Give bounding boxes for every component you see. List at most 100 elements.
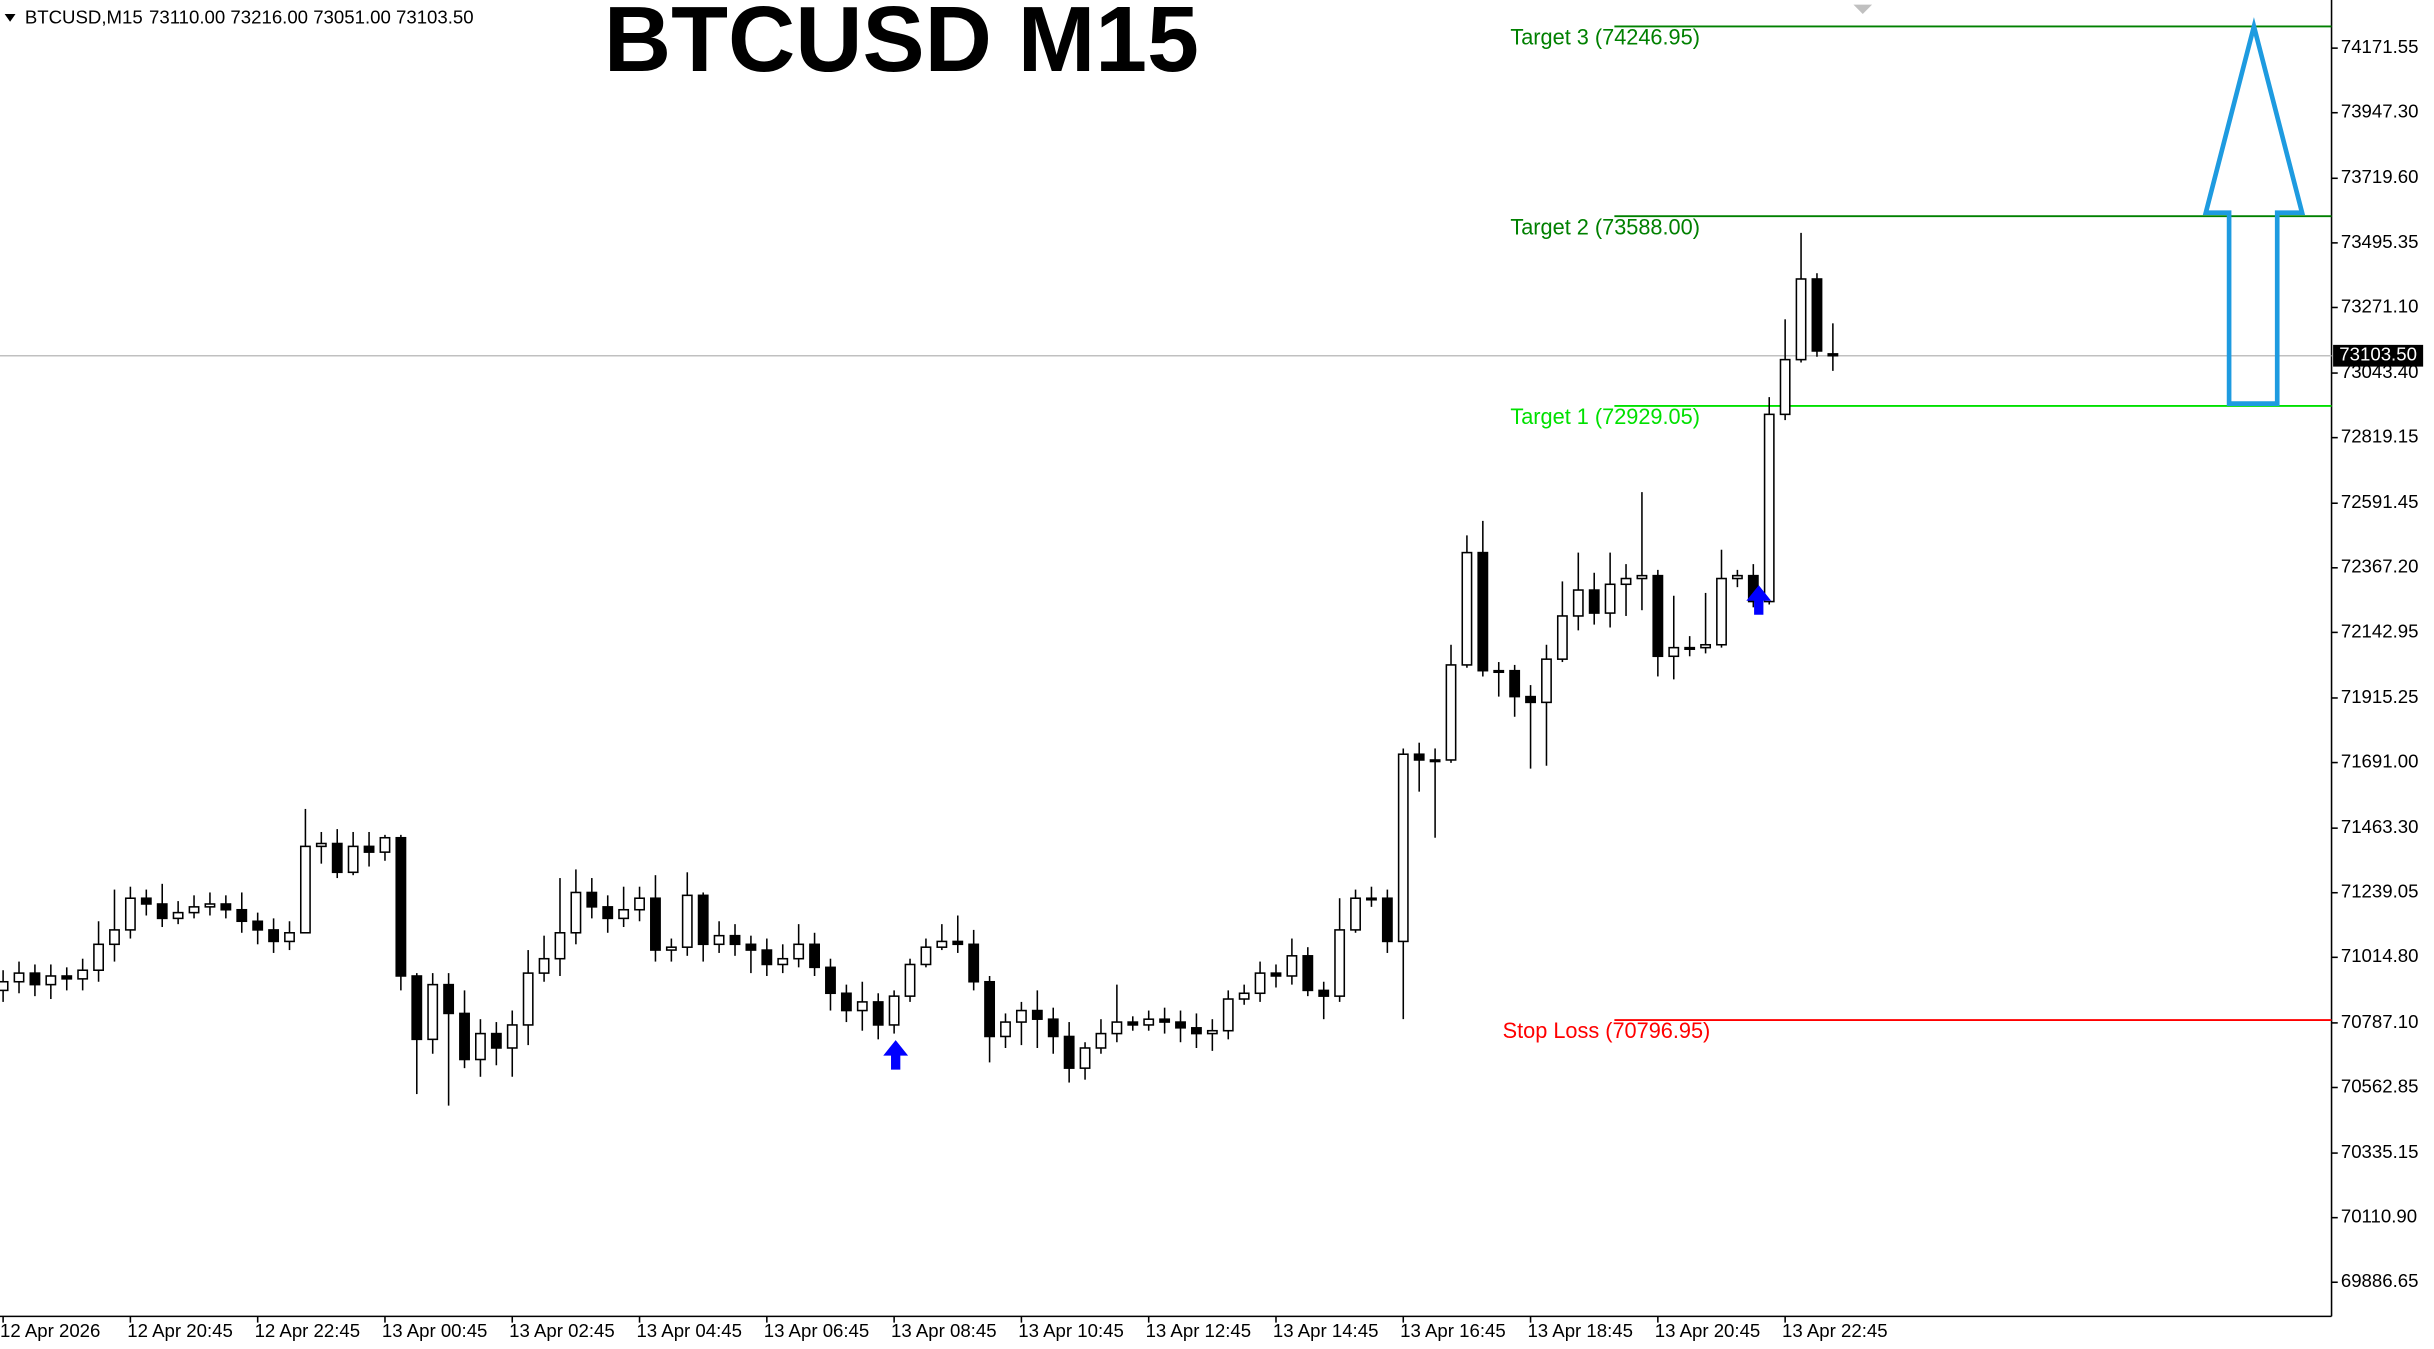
candle [1350, 889, 1361, 933]
candle-body [793, 943, 805, 960]
candle [1254, 961, 1266, 1002]
candle-body [1604, 583, 1616, 614]
candle [840, 984, 852, 1023]
candle [793, 924, 805, 968]
candle [1159, 1007, 1171, 1034]
candle-body [1366, 897, 1377, 901]
candle [29, 964, 41, 997]
candle-body [1286, 955, 1298, 977]
candle-body [363, 845, 375, 853]
candle [13, 961, 25, 994]
x-tick-label: 13 Apr 06:45 [764, 1320, 870, 1341]
x-tick-label: 13 Apr 16:45 [1400, 1320, 1506, 1341]
candle-body [1700, 643, 1712, 649]
candle-body [968, 943, 980, 983]
candle [1238, 984, 1250, 1005]
candle [315, 831, 327, 864]
candle [93, 921, 105, 982]
candle [1413, 742, 1425, 792]
y-tick-label: 71915.25 [2341, 686, 2419, 707]
candle [1636, 492, 1648, 611]
candle [1111, 984, 1123, 1043]
candle-body [1541, 658, 1552, 704]
candle [809, 932, 821, 976]
candle-body [538, 957, 550, 974]
candle [713, 921, 725, 953]
x-tick-label: 12 Apr 20:45 [127, 1320, 233, 1341]
candle [1541, 644, 1552, 766]
candle [729, 924, 741, 956]
candle-body [284, 932, 295, 943]
candle-body [570, 891, 582, 934]
ohlc-info: 73110.00 73216.00 73051.00 73103.50 [149, 7, 474, 28]
candle-body [1381, 897, 1393, 943]
candle-body [840, 992, 852, 1012]
candle [156, 883, 168, 928]
candle [745, 935, 757, 974]
target-arrow-outline [2202, 17, 2306, 406]
candle [650, 875, 661, 962]
candle [1286, 938, 1298, 985]
x-tick-label: 12 Apr 22:45 [255, 1320, 361, 1341]
candle [586, 878, 598, 919]
y-tick-label: 71239.05 [2341, 881, 2419, 902]
candle [140, 889, 152, 916]
candle-body [1668, 646, 1680, 658]
candle [1477, 520, 1489, 677]
candle-body [1811, 278, 1823, 352]
candle [1588, 572, 1600, 625]
candle [1047, 1007, 1059, 1054]
candle-body [29, 972, 41, 986]
candle-body [1429, 759, 1441, 763]
candle-body [777, 957, 789, 966]
candle-body [1509, 669, 1521, 698]
candle [1127, 1016, 1139, 1031]
candle [634, 886, 645, 922]
candle-body [618, 908, 630, 920]
candle-body [1318, 989, 1330, 997]
candle-body [1254, 972, 1266, 995]
y-tick-label: 73495.35 [2341, 231, 2419, 252]
candle [363, 831, 375, 867]
candle-body [1000, 1021, 1011, 1038]
candle-body [411, 975, 423, 1041]
candle [1000, 1013, 1011, 1048]
candle-body [522, 972, 534, 1026]
x-tick-label: 13 Apr 22:45 [1782, 1320, 1888, 1341]
y-tick-label: 70787.10 [2341, 1011, 2419, 1032]
y-tick-label: 72819.15 [2341, 426, 2419, 447]
candle [777, 944, 789, 974]
candle [570, 869, 582, 945]
candle-body [1556, 615, 1568, 660]
candle-body [124, 897, 136, 931]
candle [1445, 644, 1457, 763]
candle [1556, 581, 1568, 663]
candle-body [554, 932, 566, 960]
candle [204, 892, 216, 916]
level-label: Stop Loss (70796.95) [1503, 1018, 1711, 1043]
candle [554, 878, 566, 976]
y-tick-label: 71463.30 [2341, 816, 2419, 837]
candle [475, 1019, 486, 1077]
candle-body [697, 894, 709, 946]
candle [427, 973, 439, 1054]
candle [1334, 898, 1346, 1002]
level-label: Target 2 (73588.00) [1510, 214, 1700, 239]
candle-body [0, 980, 9, 992]
candle [61, 967, 73, 991]
candle-body [650, 897, 661, 951]
last-price-label: 73103.50 [2339, 344, 2417, 365]
candle [1795, 232, 1807, 363]
candle-body [920, 946, 932, 966]
candle [920, 938, 932, 968]
candle-body [745, 943, 757, 951]
candle-body [252, 920, 264, 931]
candle-body [13, 972, 25, 983]
x-tick-label: 13 Apr 14:45 [1273, 1320, 1379, 1341]
candle-body [427, 983, 439, 1041]
candle-body [1397, 753, 1409, 943]
candle [1175, 1010, 1186, 1043]
candle [1318, 981, 1330, 1020]
candle-body [1111, 1021, 1123, 1035]
candle-body [888, 995, 900, 1026]
